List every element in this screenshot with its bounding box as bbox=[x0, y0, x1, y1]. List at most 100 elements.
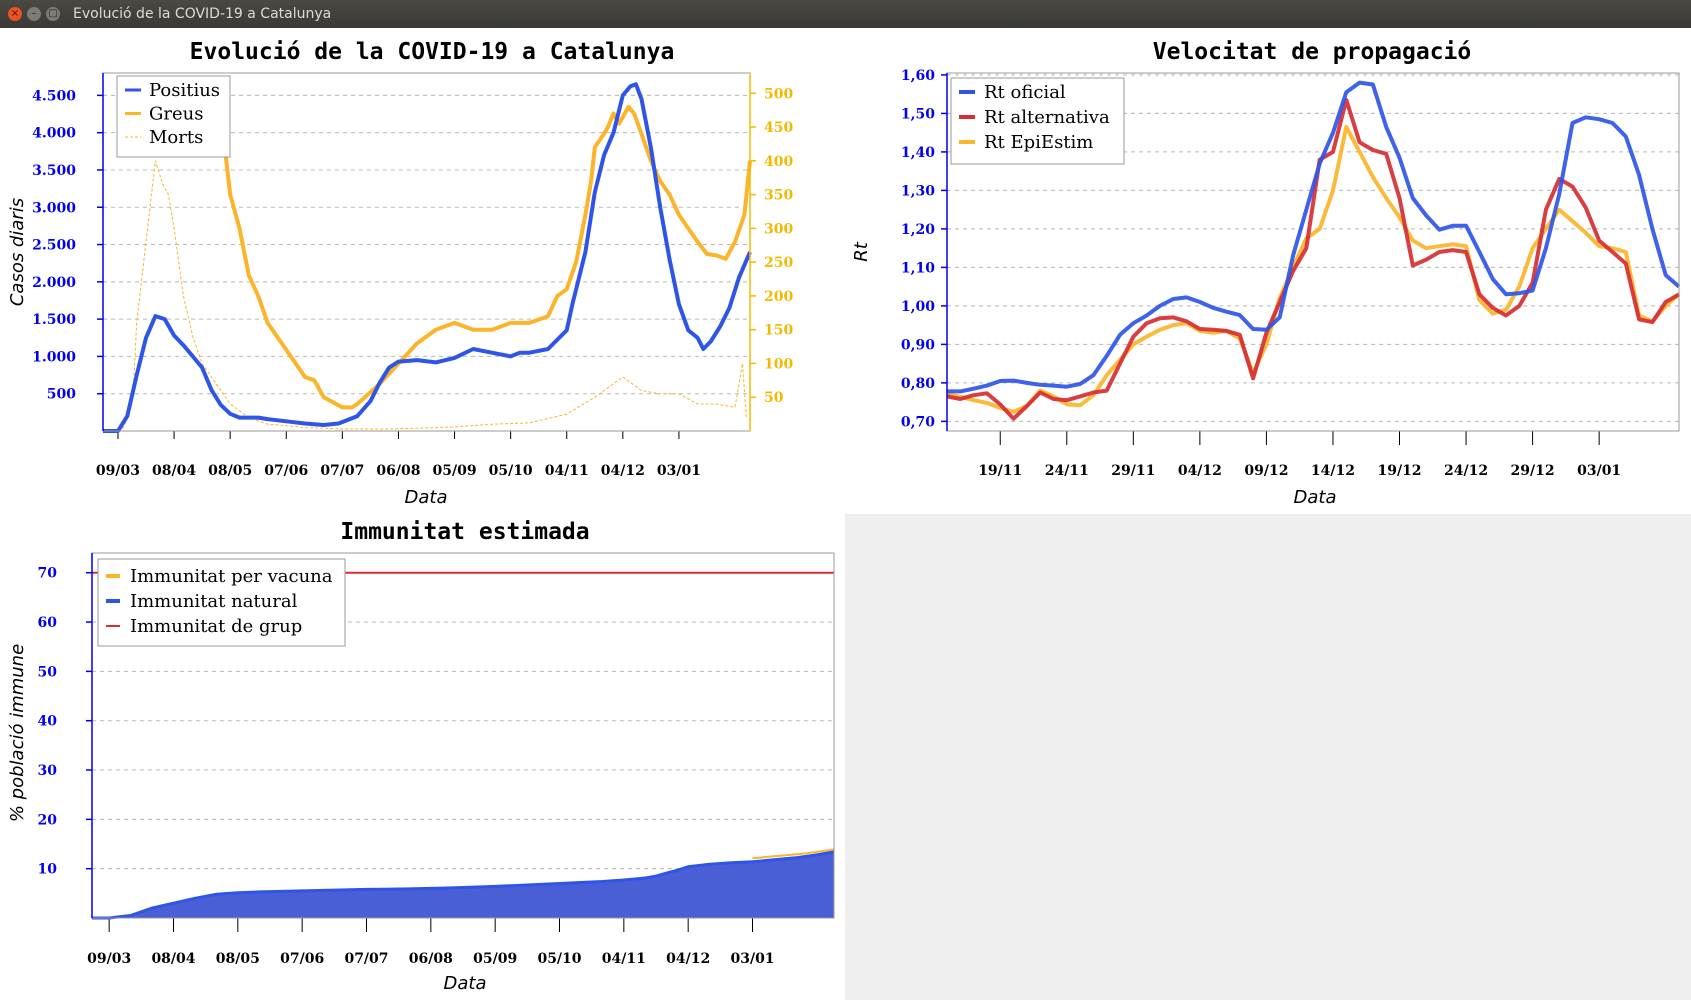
y-tick-label: 2.000 bbox=[32, 275, 76, 291]
minimize-icon[interactable]: – bbox=[27, 7, 41, 21]
legend-label-morts: Morts bbox=[149, 127, 203, 148]
x-tick-label: 19/12 bbox=[1377, 463, 1421, 479]
x-axis-label: Data bbox=[1294, 487, 1337, 508]
x-tick-label: 19/11 bbox=[978, 463, 1022, 479]
x-tick-label: 29/11 bbox=[1111, 463, 1155, 479]
y-tick-label: 1,10 bbox=[901, 260, 935, 276]
x-tick-label: 04/11 bbox=[545, 463, 589, 479]
series-morts-line bbox=[103, 160, 747, 432]
y-tick-label: 4.000 bbox=[32, 126, 76, 142]
x-tick-label: 08/05 bbox=[208, 463, 252, 479]
x-tick-label: 03/01 bbox=[1577, 463, 1621, 479]
y-tick-label: 1,00 bbox=[901, 299, 935, 315]
y-tick-label: 1.500 bbox=[32, 312, 76, 328]
series-rt-oficial-line bbox=[947, 80, 1681, 394]
x-tick-label: 05/10 bbox=[489, 463, 533, 479]
y2-tick-label: 50 bbox=[764, 390, 784, 406]
chart-rt-propagation: Velocitat de propagació 0,70 0,80 0,90 1,00 1… bbox=[851, 39, 1681, 508]
y-tick-label: 1,60 bbox=[901, 68, 935, 84]
legend-label-immunitat-natural: Immunitat natural bbox=[130, 591, 298, 612]
window-titlebar: × – □ Evolució de la COVID-19 a Cataluny… bbox=[0, 0, 1691, 28]
y-tick-label: 1,30 bbox=[901, 183, 935, 199]
x-tick-label: 03/01 bbox=[657, 463, 701, 479]
y2-tick-label: 400 bbox=[764, 154, 793, 170]
x-tick-label: 04/12 bbox=[666, 951, 710, 967]
y-tick-label: 3.500 bbox=[32, 163, 76, 179]
x-tick-label: 14/12 bbox=[1311, 463, 1355, 479]
y-tick-label: 30 bbox=[38, 763, 58, 779]
x-tick-label: 08/04 bbox=[151, 951, 195, 967]
x-tick-label: 07/07 bbox=[344, 951, 388, 967]
x-tick-label: 05/10 bbox=[537, 951, 581, 967]
legend-label-immunitat-de-grup: Immunitat de grup bbox=[130, 616, 302, 637]
x-tick-label: 29/12 bbox=[1511, 463, 1555, 479]
legend-label-immunitat-per-vacuna: Immunitat per vacuna bbox=[130, 566, 333, 587]
y2-tick-label: 250 bbox=[764, 255, 793, 271]
legend-box bbox=[950, 77, 1125, 165]
series-rt-epiestim-line bbox=[946, 124, 1681, 414]
y-tick-label: 60 bbox=[38, 615, 58, 631]
x-tick-label: 07/07 bbox=[320, 463, 364, 479]
x-tick-label: 07/06 bbox=[264, 463, 308, 479]
y-tick-label: 0,90 bbox=[901, 337, 935, 353]
legend-label-positius: Positius bbox=[149, 80, 220, 101]
x-tick-label: 24/11 bbox=[1045, 463, 1089, 479]
chart-immunity: Immunitat estimada 10 20 30 40 50 60 70 09/03 08/… bbox=[7, 519, 835, 994]
x-tick-label: 06/08 bbox=[409, 951, 453, 967]
window-title: Evolució de la COVID-19 a Catalunya bbox=[73, 6, 332, 22]
legend-label-greus: Greus bbox=[149, 104, 203, 125]
y-tick-label: 4.500 bbox=[32, 88, 76, 104]
y-tick-label: 40 bbox=[38, 714, 58, 730]
y2-tick-label: 100 bbox=[764, 356, 793, 372]
chart-title: Velocitat de propagació bbox=[1153, 39, 1472, 65]
maximize-icon[interactable]: □ bbox=[46, 7, 60, 21]
y-tick-label: 0,70 bbox=[901, 414, 935, 430]
legend-box bbox=[97, 558, 346, 647]
y2-tick-label: 500 bbox=[764, 86, 793, 102]
y-axis-label: Casos diaris bbox=[7, 198, 28, 306]
y2-tick-label: 350 bbox=[764, 188, 793, 204]
y-tick-label: 2.500 bbox=[32, 238, 76, 254]
x-tick-label: 09/03 bbox=[87, 951, 131, 967]
legend-label-rt-alternativa: Rt alternativa bbox=[984, 107, 1110, 128]
series-positius-line bbox=[103, 82, 752, 433]
y-tick-label: 500 bbox=[47, 387, 76, 403]
y-tick-label: 1,20 bbox=[901, 222, 935, 238]
y-tick-label: 1.000 bbox=[32, 349, 76, 365]
y-axis-label: Rt bbox=[851, 241, 872, 262]
x-tick-label: 05/09 bbox=[433, 463, 477, 479]
empty-panel bbox=[845, 514, 1691, 1000]
series-immunitat-per-vacuna-line bbox=[752, 848, 835, 860]
x-tick-label: 04/11 bbox=[602, 951, 646, 967]
x-tick-label: 07/06 bbox=[280, 951, 324, 967]
y-tick-label: 0,80 bbox=[901, 376, 935, 392]
y-tick-label: 3.000 bbox=[32, 200, 76, 216]
y-tick-label: 1,50 bbox=[901, 106, 935, 122]
chart-title: Immunitat estimada bbox=[340, 519, 589, 545]
x-tick-label: 06/08 bbox=[376, 463, 420, 479]
x-tick-label: 24/12 bbox=[1444, 463, 1488, 479]
y2-tick-label: 150 bbox=[764, 323, 793, 339]
chart-covid-evolution: Evolució de la COVID-19 a Catalunya 500 1.… bbox=[7, 39, 793, 508]
y-axis-label: % població immune bbox=[7, 644, 28, 822]
y2-tick-label: 300 bbox=[764, 221, 793, 237]
series-immunitat-natural-area bbox=[92, 851, 834, 918]
x-tick-label: 09/03 bbox=[96, 463, 140, 479]
x-axis-label: Data bbox=[405, 487, 448, 508]
legend-label-rt-oficial: Rt oficial bbox=[984, 82, 1066, 103]
chart-title: Evolució de la COVID-19 a Catalunya bbox=[190, 39, 675, 65]
legend: Rt oficial Rt alternativa Rt EpiEstim bbox=[950, 77, 1125, 165]
y-tick-label: 50 bbox=[38, 664, 58, 680]
series-immunitat-natural-line bbox=[92, 850, 835, 920]
legend-label-rt-epiestim: Rt EpiEstim bbox=[984, 132, 1093, 153]
series-greus-line bbox=[209, 82, 752, 410]
y-tick-label: 20 bbox=[38, 812, 58, 828]
close-icon[interactable]: × bbox=[8, 7, 22, 21]
x-tick-label: 03/01 bbox=[730, 951, 774, 967]
y2-tick-label: 450 bbox=[764, 120, 793, 136]
y-tick-label: 1,40 bbox=[901, 145, 935, 161]
x-tick-label: 04/12 bbox=[1178, 463, 1222, 479]
series-rt-alternativa-line bbox=[946, 97, 1681, 421]
legend: Immunitat per vacuna Immunitat natural Imm… bbox=[97, 558, 346, 647]
